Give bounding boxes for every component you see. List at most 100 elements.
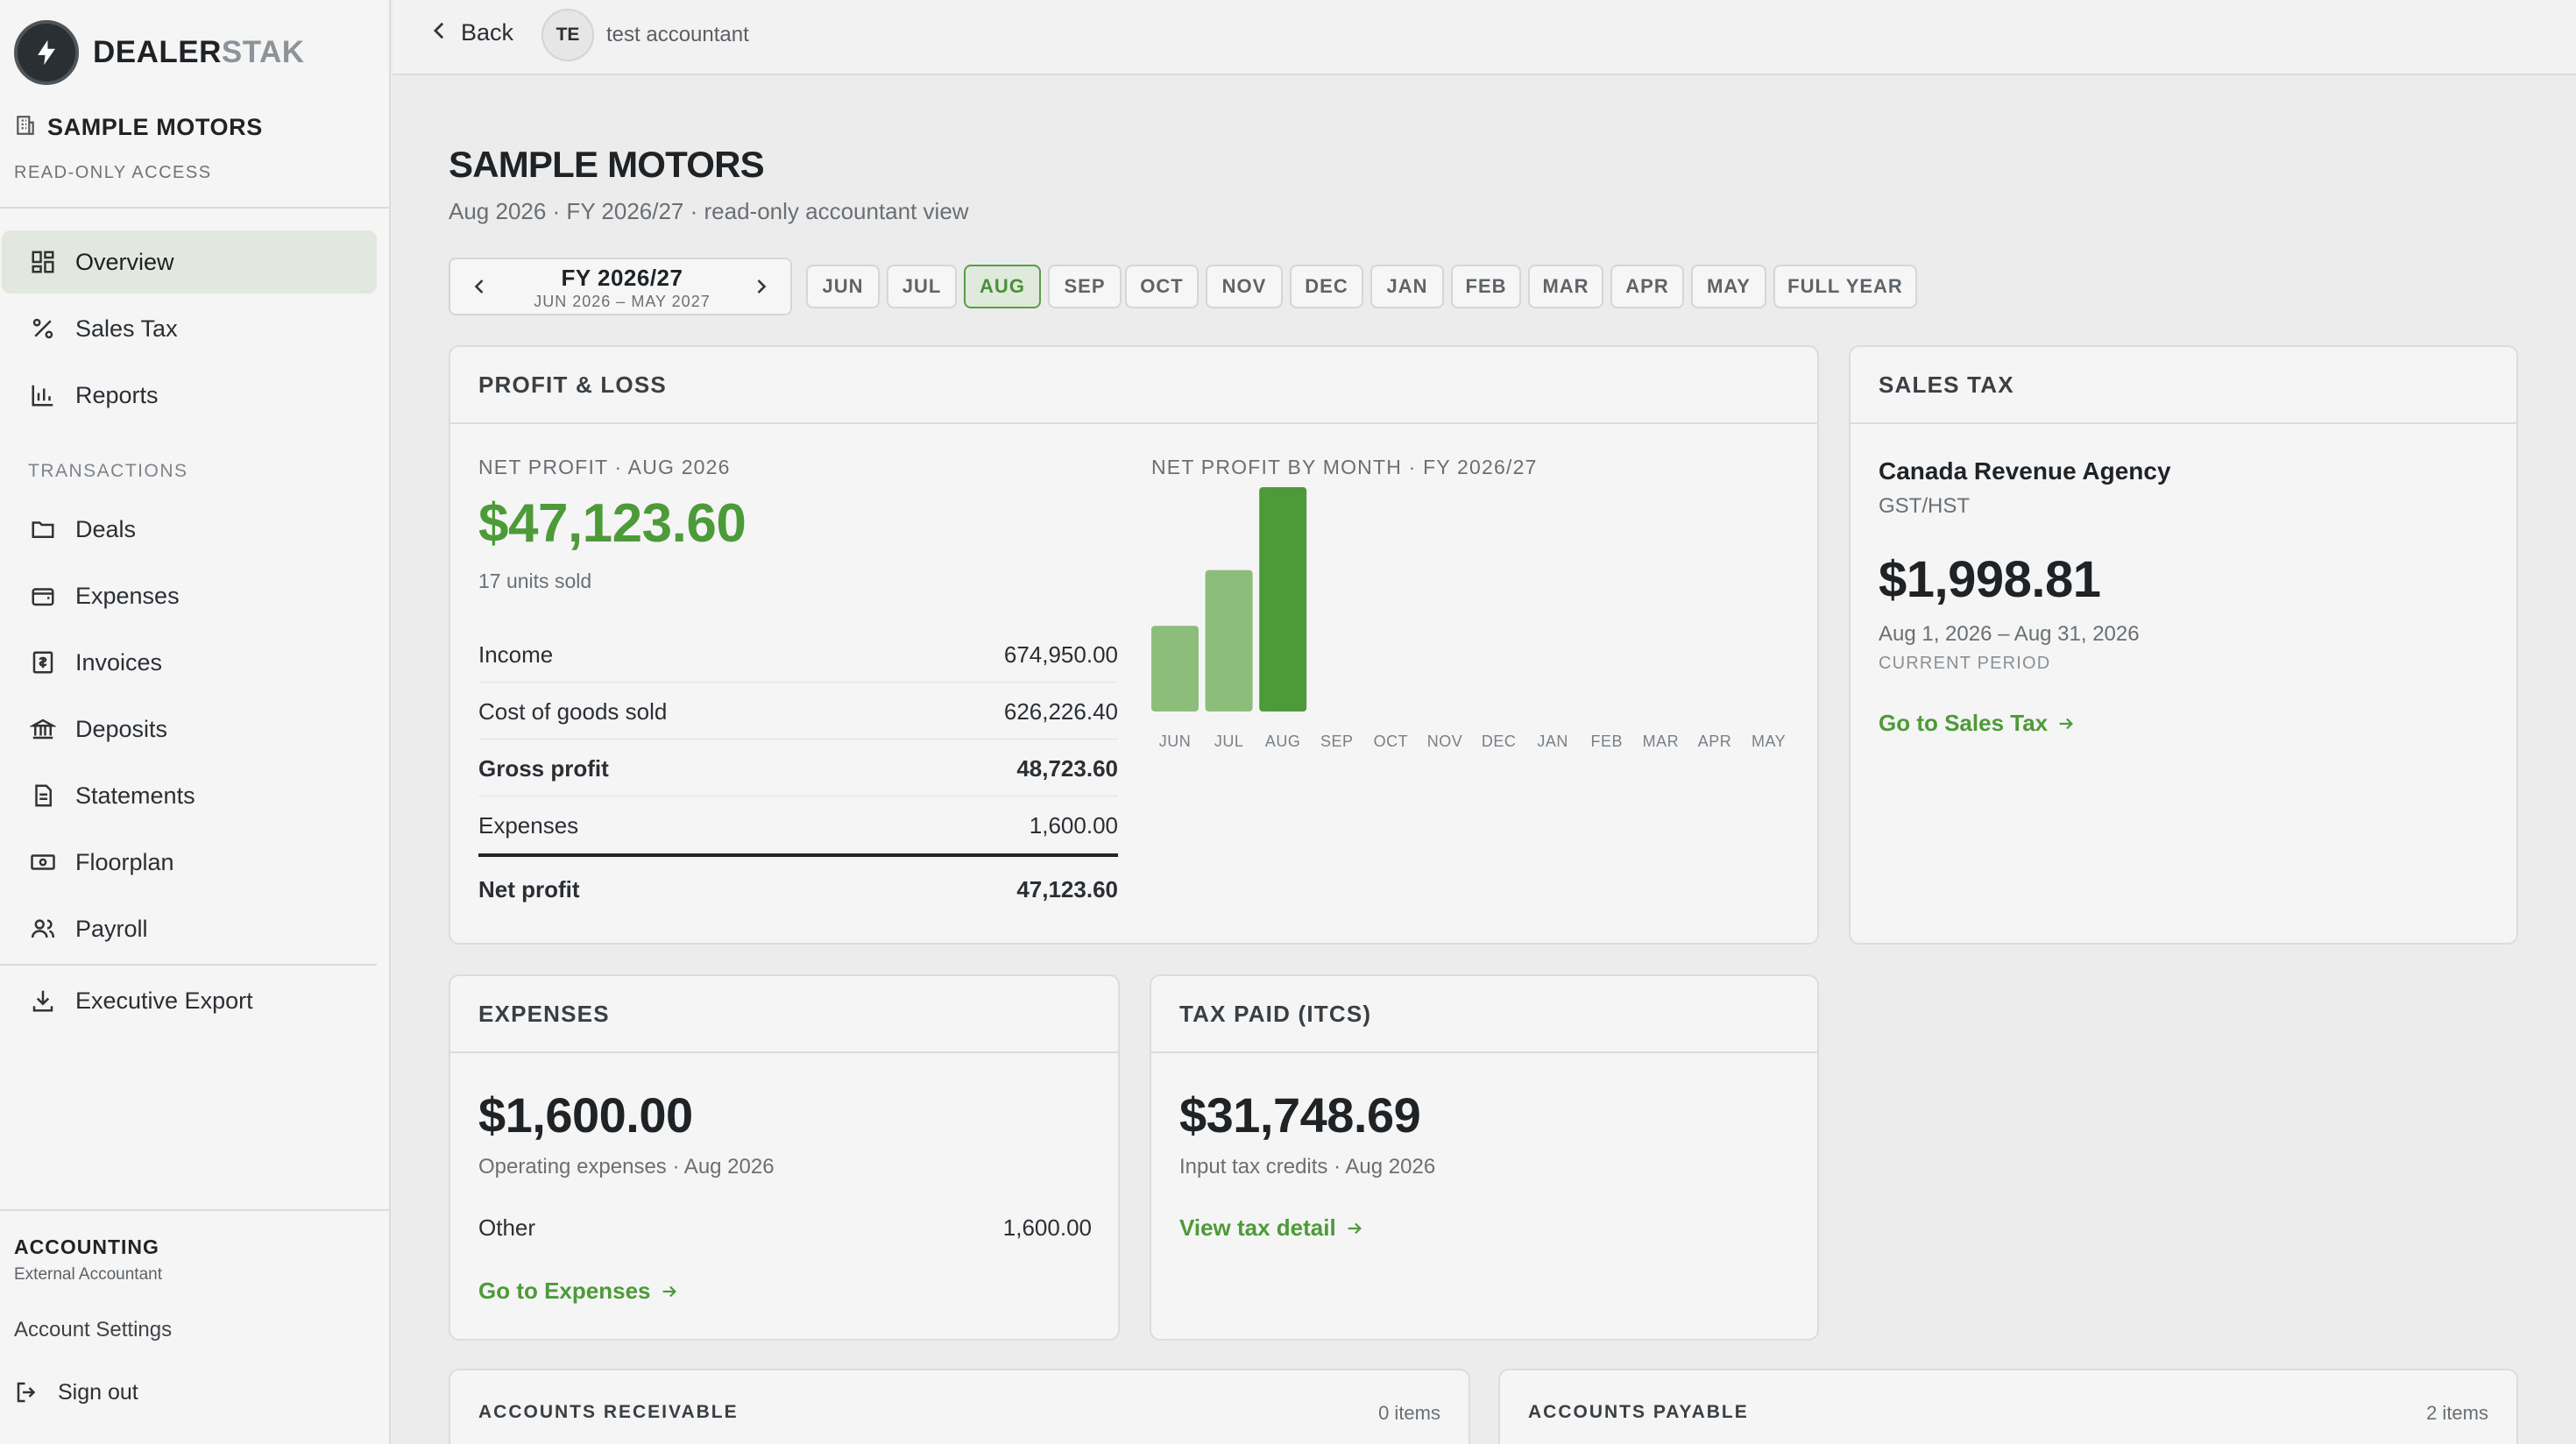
fiscal-year-range: JUN 2026 – MAY 2027 <box>534 293 711 310</box>
month-button-jun[interactable]: JUN <box>806 265 880 308</box>
nav-section-transactions: TRANSACTIONS <box>28 461 188 481</box>
brand-name-part2: STAK <box>221 35 305 69</box>
tax-type: GST/HST <box>1879 494 1971 518</box>
folder-icon <box>28 514 58 544</box>
month-button-mar[interactable]: MAR <box>1528 265 1603 308</box>
expenses-caption: Operating expenses · Aug 2026 <box>478 1155 775 1179</box>
card-header: ACCOUNTS PAYABLE <box>1528 1402 1749 1422</box>
back-label: Back <box>461 19 514 46</box>
arrow-right-icon <box>662 1285 676 1297</box>
card-header: EXPENSES <box>450 976 1118 1053</box>
user-name: test accountant <box>606 23 749 46</box>
link-label: Go to Sales Tax <box>1879 710 2049 736</box>
download-icon <box>28 986 58 1016</box>
expense-row-other: Other 1,600.00 <box>478 1214 1092 1242</box>
month-button-sep[interactable]: SEP <box>1048 265 1122 308</box>
divider <box>0 964 377 966</box>
chart-x-label-feb: FEB <box>1590 733 1624 750</box>
month-button-nov[interactable]: NOV <box>1206 265 1283 308</box>
month-button-aug[interactable]: AUG <box>964 265 1041 308</box>
link-label: View tax detail <box>1179 1214 1336 1241</box>
nav-statements[interactable]: Statements <box>2 764 377 827</box>
sign-out-label: Sign out <box>58 1379 138 1405</box>
row-label: Cost of goods sold <box>478 698 668 725</box>
nav-deals[interactable]: Deals <box>2 498 377 561</box>
row-label: Other <box>478 1214 536 1241</box>
pl-row-expenses: Expenses 1,600.00 <box>478 812 1118 839</box>
tax-period-label: CURRENT PERIOD <box>1879 654 2051 673</box>
logout-icon <box>14 1379 40 1405</box>
nav-reports-label: Reports <box>75 381 159 408</box>
top-bar: Back TE test accountant <box>393 0 2576 75</box>
nav-executive-export[interactable]: Executive Export <box>2 969 377 1032</box>
account-settings-link[interactable]: Account Settings <box>14 1318 173 1341</box>
arrow-right-icon <box>2059 718 2074 729</box>
sign-out-button[interactable]: Sign out <box>14 1379 138 1405</box>
total-rule <box>478 853 1118 857</box>
nav-sales-tax[interactable]: Sales Tax <box>2 297 377 360</box>
card-header: TAX PAID (ITCS) <box>1151 976 1817 1053</box>
back-button[interactable]: Back <box>431 19 513 46</box>
month-button-jan[interactable]: JAN <box>1370 265 1444 308</box>
nav-payroll[interactable]: Payroll <box>2 897 377 960</box>
chart-x-label-jun: JUN <box>1158 733 1192 750</box>
nav-invoices[interactable]: Invoices <box>2 631 377 694</box>
document-icon <box>28 781 58 810</box>
row-label: Gross profit <box>478 755 609 782</box>
percent-icon <box>28 314 58 343</box>
accounts-payable-card: ACCOUNTS PAYABLE 2 items <box>1498 1369 2518 1444</box>
row-value: 1,600.00 <box>1002 1214 1092 1241</box>
month-button-jul[interactable]: JUL <box>887 265 957 308</box>
pl-row-cogs: Cost of goods sold 626,226.40 <box>478 698 1118 726</box>
month-button-may[interactable]: MAY <box>1691 265 1766 308</box>
brand[interactable]: DEALERSTAK <box>14 19 305 86</box>
nav-reports[interactable]: Reports <box>2 364 377 427</box>
sidebar: DEALERSTAK SAMPLE MOTORS READ-ONLY ACCES… <box>0 0 391 1444</box>
nav-deposits[interactable]: Deposits <box>2 697 377 761</box>
pl-row-net-profit: Net profit 47,123.60 <box>478 876 1118 903</box>
chart-x-label-sep: SEP <box>1320 733 1354 750</box>
month-button-feb[interactable]: FEB <box>1451 265 1521 308</box>
view-tax-detail-link[interactable]: View tax detail <box>1179 1214 1364 1242</box>
month-button-dec[interactable]: DEC <box>1290 265 1363 308</box>
month-button-oct[interactable]: OCT <box>1125 265 1199 308</box>
chart-x-label-apr: APR <box>1697 733 1732 750</box>
link-label: Go to Expenses <box>478 1278 651 1304</box>
nav-payroll-label: Payroll <box>75 915 148 942</box>
nav-floorplan[interactable]: Floorplan <box>2 831 377 894</box>
nav-expenses[interactable]: Expenses <box>2 564 377 627</box>
chevron-right-icon[interactable] <box>747 272 776 301</box>
row-value: 1,600.00 <box>1029 812 1118 839</box>
nav-overview[interactable]: Overview <box>2 230 377 294</box>
fiscal-year-label: FY 2026/27 <box>561 265 683 291</box>
net-profit-label: NET PROFIT · AUG 2026 <box>478 456 731 478</box>
bolt-icon <box>14 20 79 85</box>
avatar[interactable]: TE <box>541 9 594 61</box>
chart-title: NET PROFIT BY MONTH · FY 2026/27 <box>1151 456 1538 478</box>
access-label: READ-ONLY ACCESS <box>14 163 212 182</box>
banknote-icon <box>28 847 58 877</box>
nav-invoices-label: Invoices <box>75 648 163 676</box>
card-header: PROFIT & LOSS <box>450 347 1817 424</box>
chevron-left-icon[interactable] <box>464 272 494 301</box>
row-label: Net profit <box>478 876 580 902</box>
row-value: 47,123.60 <box>1016 876 1118 902</box>
nav-deposits-label: Deposits <box>75 715 168 742</box>
profit-loss-card: PROFIT & LOSS NET PROFIT · AUG 2026 $47,… <box>449 345 1819 945</box>
chart-bar-jul <box>1205 570 1253 711</box>
bank-icon <box>28 714 58 744</box>
units-sold: 17 units sold <box>478 570 592 592</box>
brand-name: DEALERSTAK <box>93 35 305 70</box>
fiscal-year-picker: FY 2026/27 JUN 2026 – MAY 2027 <box>449 258 792 315</box>
nav-overview-label: Overview <box>75 248 174 275</box>
go-to-expenses-link[interactable]: Go to Expenses <box>478 1278 679 1305</box>
chart-bar-aug <box>1259 487 1307 711</box>
pl-row-income: Income 674,950.00 <box>478 641 1118 669</box>
divider <box>0 207 391 209</box>
go-to-sales-tax-link[interactable]: Go to Sales Tax <box>1879 710 2076 737</box>
row-label: Income <box>478 641 554 668</box>
nav-deals-label: Deals <box>75 515 137 542</box>
month-button-full-year[interactable]: FULL YEAR <box>1773 265 1917 308</box>
chart-x-label-mar: MAR <box>1642 733 1680 750</box>
month-button-apr[interactable]: APR <box>1610 265 1684 308</box>
